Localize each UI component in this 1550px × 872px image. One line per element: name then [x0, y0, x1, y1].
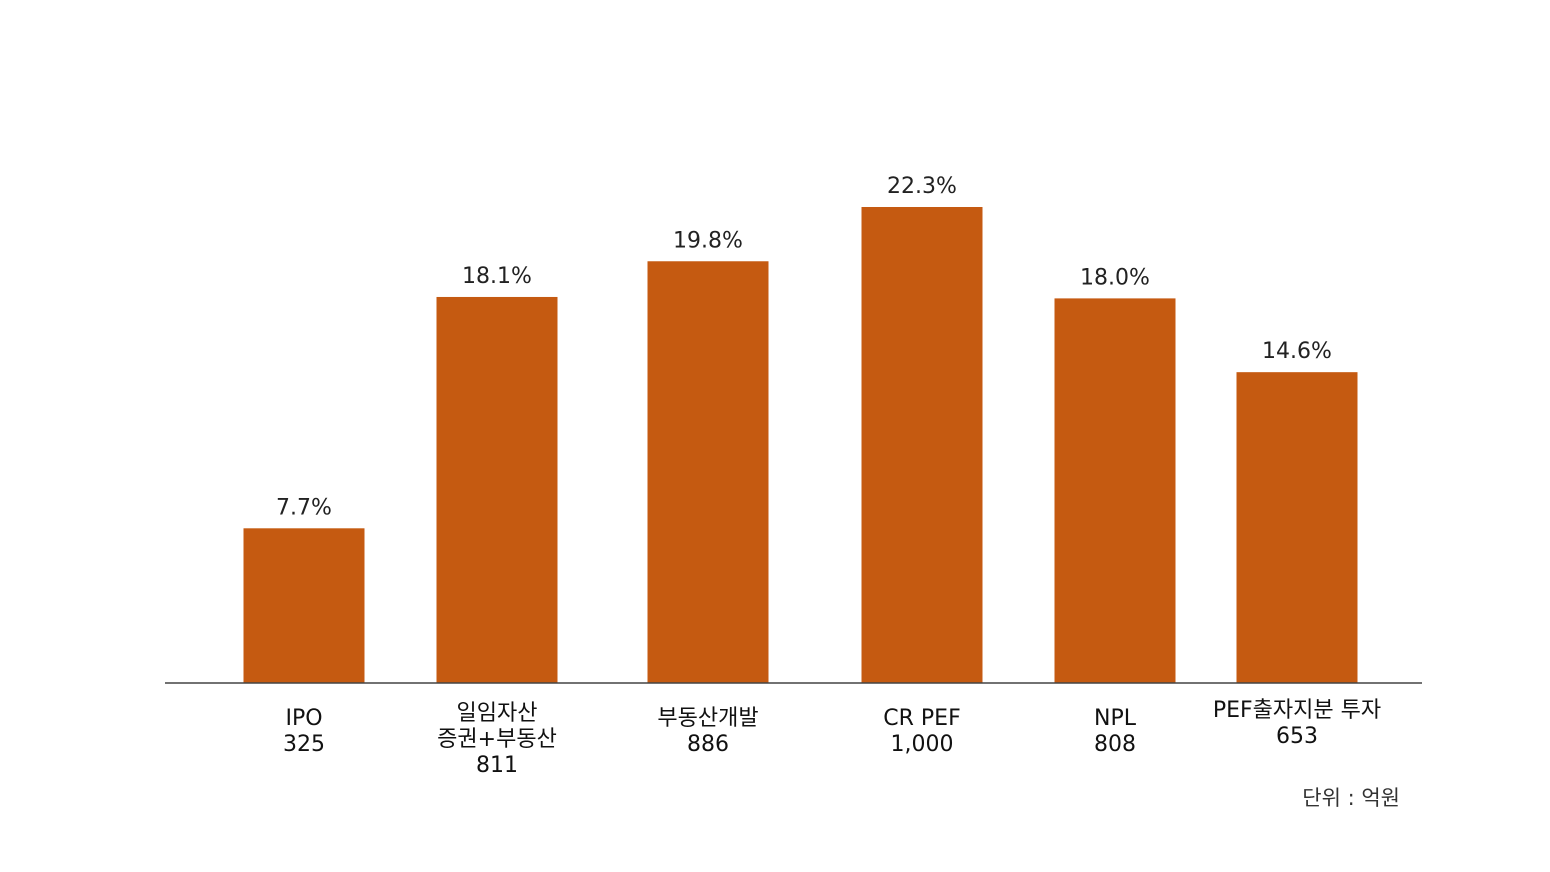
category-label-5-line-0: PEF출자지분 투자 — [1213, 698, 1381, 723]
category-label-4-line-0: NPL — [1094, 706, 1137, 731]
percent-label-5: 14.6% — [1262, 339, 1332, 364]
category-label-3-line-0: CR PEF — [883, 706, 960, 731]
value-label-4: 808 — [1094, 732, 1136, 757]
bar-0 — [243, 528, 365, 683]
category-label-0-line-0: IPO — [285, 706, 322, 731]
category-label-2-line-0: 부동산개발 — [657, 706, 758, 731]
value-label-1: 811 — [476, 753, 518, 778]
unit-note: 단위 : 억원 — [1302, 786, 1400, 810]
bar-1 — [436, 296, 558, 683]
bars-group — [243, 207, 1358, 683]
bar-3 — [861, 207, 983, 683]
value-label-2: 886 — [687, 732, 729, 757]
value-label-5: 653 — [1276, 724, 1318, 749]
bar-5 — [1236, 372, 1358, 683]
percent-label-4: 18.0% — [1080, 265, 1150, 290]
value-label-0: 325 — [283, 732, 325, 757]
category-label-1-line-1: 증권+부동산 — [437, 727, 557, 752]
bar-4 — [1054, 298, 1176, 683]
bar-2 — [647, 261, 769, 683]
category-label-1-line-0: 일임자산 — [457, 701, 538, 726]
percent-label-1: 18.1% — [462, 264, 532, 289]
value-label-3: 1,000 — [891, 732, 954, 757]
percent-label-3: 22.3% — [887, 174, 957, 199]
percent-label-0: 7.7% — [276, 495, 332, 520]
percent-label-2: 19.8% — [673, 228, 743, 253]
